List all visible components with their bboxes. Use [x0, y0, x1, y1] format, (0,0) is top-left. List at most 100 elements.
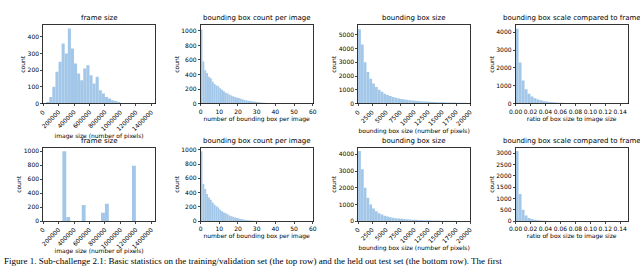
svg-text:600000: 600000 [71, 226, 92, 247]
svg-text:600: 600 [185, 56, 197, 63]
svg-text:image size (number of pixels): image size (number of pixels) [55, 247, 144, 255]
svg-text:ratio of box size to image siz: ratio of box size to image size [527, 115, 617, 123]
svg-text:5000: 5000 [339, 31, 354, 38]
svg-text:1000: 1000 [339, 201, 354, 208]
svg-text:30: 30 [253, 225, 261, 232]
svg-text:ratio of box size to image siz: ratio of box size to image size [527, 232, 617, 240]
svg-text:800: 800 [28, 161, 40, 168]
svg-text:0.06: 0.06 [554, 108, 568, 115]
svg-text:20: 20 [234, 108, 242, 115]
svg-text:2500: 2500 [359, 108, 375, 124]
svg-text:200000: 200000 [40, 226, 61, 247]
svg-text:0.10: 0.10 [584, 108, 598, 115]
svg-text:200000: 200000 [40, 108, 61, 129]
svg-text:frame size: frame size [81, 137, 118, 145]
svg-text:count: count [330, 175, 337, 193]
svg-text:100: 100 [28, 83, 40, 90]
svg-text:7500: 7500 [387, 226, 403, 242]
svg-text:10000: 10000 [399, 226, 418, 245]
svg-text:0.08: 0.08 [569, 225, 583, 232]
svg-text:0: 0 [35, 217, 39, 224]
svg-text:1000: 1000 [339, 86, 354, 93]
svg-text:4000: 4000 [496, 28, 511, 35]
svg-text:12500: 12500 [413, 226, 432, 245]
svg-text:600: 600 [185, 174, 197, 181]
svg-text:count: count [19, 55, 26, 73]
svg-text:frame size: frame size [81, 14, 118, 22]
svg-text:400: 400 [185, 189, 197, 196]
svg-text:15000: 15000 [427, 226, 446, 245]
svg-text:count: count [330, 55, 337, 73]
svg-text:0: 0 [353, 108, 361, 116]
svg-text:0.10: 0.10 [584, 225, 598, 232]
svg-text:0: 0 [508, 100, 512, 107]
svg-text:bounding box scale compared to: bounding box scale compared to frame [503, 14, 640, 22]
svg-text:number of bounding box per ima: number of bounding box per image [203, 115, 310, 123]
svg-text:0.14: 0.14 [614, 108, 628, 115]
svg-text:1000000: 1000000 [99, 108, 123, 132]
svg-text:600: 600 [28, 175, 40, 182]
svg-text:0.06: 0.06 [554, 225, 568, 232]
svg-text:0: 0 [38, 226, 46, 234]
svg-text:1000: 1000 [496, 82, 511, 89]
svg-text:0: 0 [350, 100, 354, 107]
svg-text:0: 0 [199, 108, 203, 115]
svg-text:bounding box count per image: bounding box count per image [203, 14, 311, 22]
svg-text:3000: 3000 [339, 167, 354, 174]
svg-text:0: 0 [353, 226, 361, 234]
svg-text:0.02: 0.02 [524, 225, 538, 232]
svg-text:number of bounding box per ima: number of bounding box per image [203, 232, 310, 240]
svg-text:1400000: 1400000 [130, 108, 154, 132]
svg-text:60: 60 [309, 225, 317, 232]
svg-text:0.00: 0.00 [509, 108, 523, 115]
svg-text:40: 40 [271, 108, 279, 115]
svg-text:400: 400 [185, 71, 197, 78]
svg-text:400: 400 [28, 33, 40, 40]
svg-text:800000: 800000 [87, 226, 108, 247]
svg-text:5000: 5000 [373, 108, 389, 124]
svg-text:30: 30 [253, 108, 261, 115]
svg-text:12500: 12500 [413, 108, 432, 127]
svg-text:0: 0 [508, 217, 512, 224]
svg-text:3000: 3000 [339, 58, 354, 65]
svg-text:17500: 17500 [441, 108, 460, 127]
svg-text:800: 800 [185, 42, 197, 49]
svg-text:1000: 1000 [24, 147, 39, 154]
svg-text:bounding box scale compared to: bounding box scale compared to frame [503, 137, 640, 145]
svg-text:17500: 17500 [441, 226, 460, 245]
svg-text:5000: 5000 [373, 226, 389, 242]
svg-text:1200000: 1200000 [115, 108, 139, 132]
svg-text:0: 0 [193, 100, 197, 107]
svg-text:20: 20 [234, 225, 242, 232]
svg-text:count: count [173, 55, 180, 73]
svg-text:400000: 400000 [56, 226, 77, 247]
svg-text:4000: 4000 [339, 150, 354, 157]
svg-text:400: 400 [28, 189, 40, 196]
svg-text:1500: 1500 [496, 183, 511, 190]
svg-text:bounding box size (number of p: bounding box size (number of pixels) [358, 127, 469, 135]
svg-text:20000: 20000 [455, 108, 474, 127]
svg-text:1000000: 1000000 [99, 226, 123, 250]
svg-text:400000: 400000 [56, 108, 77, 129]
svg-text:0.12: 0.12 [599, 108, 613, 115]
svg-text:1400000: 1400000 [130, 226, 154, 250]
svg-text:0: 0 [199, 225, 203, 232]
svg-text:image size (number of pixels): image size (number of pixels) [55, 132, 144, 140]
svg-text:0.08: 0.08 [569, 108, 583, 115]
svg-text:7500: 7500 [387, 108, 403, 124]
svg-text:3000: 3000 [496, 149, 511, 156]
svg-text:count: count [173, 175, 180, 193]
svg-text:bounding box size (number of p: bounding box size (number of pixels) [358, 244, 469, 252]
svg-text:50: 50 [290, 108, 298, 115]
svg-text:2000: 2000 [496, 172, 511, 179]
svg-text:0.04: 0.04 [539, 108, 553, 115]
svg-text:10: 10 [215, 225, 223, 232]
svg-text:200: 200 [185, 85, 197, 92]
svg-text:1200000: 1200000 [115, 226, 139, 250]
svg-text:0.00: 0.00 [509, 225, 523, 232]
svg-text:200: 200 [185, 203, 197, 210]
svg-text:300: 300 [28, 50, 40, 57]
svg-text:500: 500 [500, 206, 512, 213]
svg-text:0: 0 [35, 100, 39, 107]
svg-text:10: 10 [215, 108, 223, 115]
